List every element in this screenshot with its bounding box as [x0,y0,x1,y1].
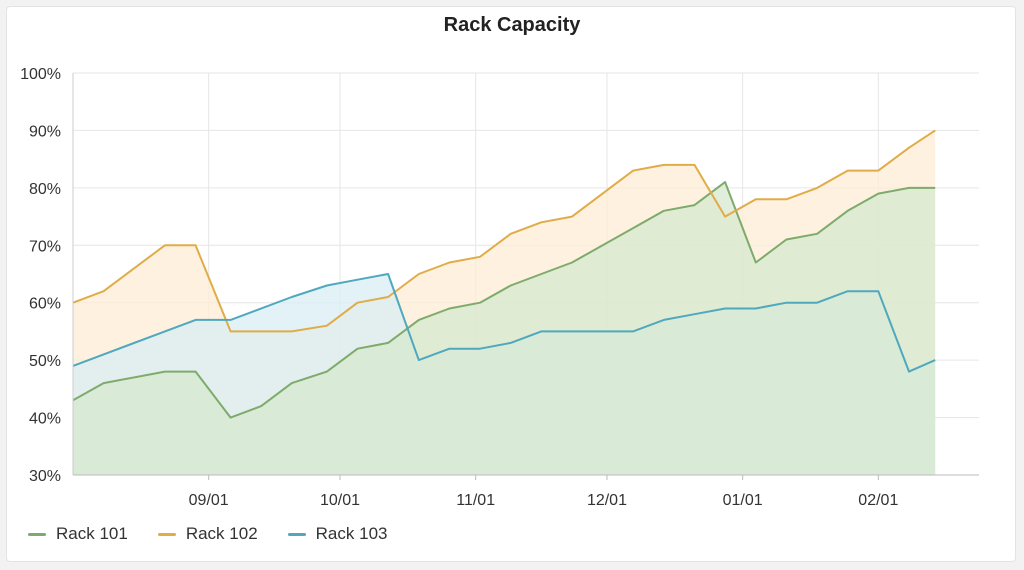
series-lines [72,129,936,419]
x-tick-label: 12/01 [587,492,627,509]
series-line-rack-103 [72,273,936,373]
y-tick-label: 40% [29,411,61,428]
legend-item-rack-101[interactable]: Rack 101 [28,524,128,544]
x-tick-label: 01/01 [723,492,763,509]
x-tick-label: 10/01 [320,492,360,509]
legend-swatch [157,532,176,536]
legend-label: Rack 102 [185,524,258,543]
y-tick-label: 60% [29,296,61,313]
x-tick-label: 11/01 [456,492,495,509]
y-tick-label: 70% [29,238,61,255]
y-tick-label: 50% [29,353,61,370]
chart-legend: Rack 101 Rack 102 Rack 103 [28,524,387,544]
legend-swatch [287,532,306,536]
legend-label: Rack 103 [315,524,388,543]
series-areas [73,130,936,475]
legend-swatch [28,532,46,536]
series-line-rack-101 [72,181,936,419]
legend-item-rack-103[interactable]: Rack 103 [287,524,388,544]
legend-item-rack-102[interactable]: Rack 102 [157,524,258,544]
chart-title: Rack Capacity [443,14,581,36]
y-tick-label: 80% [29,181,61,198]
y-tick-label: 90% [29,123,61,140]
legend-label: Rack 101 [56,524,128,543]
x-tick-label: 02/01 [858,492,898,509]
series-line-rack-102 [72,129,936,333]
y-tick-label: 100% [20,66,61,83]
y-tick-label: 30% [29,468,61,485]
series-area-rack-101 [73,182,936,475]
axes: 30% 40% 50% 60% 70% 80% 90% 100% 09/01 10/01 11/01… [20,66,979,509]
x-tick-label: 09/01 [189,492,229,509]
